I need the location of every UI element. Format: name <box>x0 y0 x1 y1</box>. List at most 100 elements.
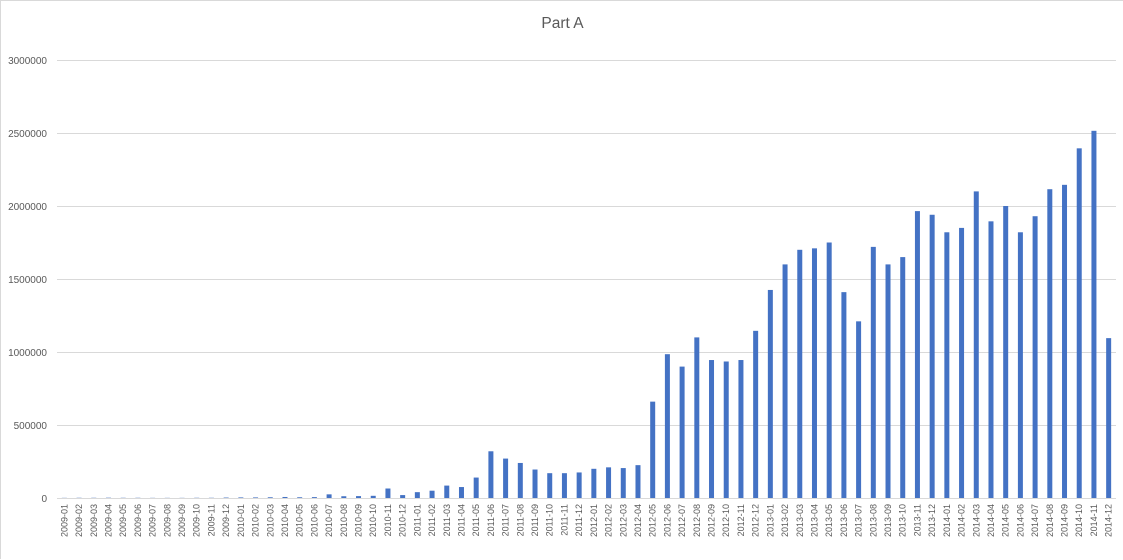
x-tick-label: 2010-02 <box>251 504 261 537</box>
x-tick-label: 2010-04 <box>280 504 290 537</box>
x-tick-label: 2013-04 <box>809 504 819 537</box>
x-tick-label: 2009-04 <box>103 504 113 537</box>
bar <box>841 292 846 498</box>
x-tick-label: 2013-06 <box>839 504 849 537</box>
bar <box>768 290 773 498</box>
x-tick-label: 2014-04 <box>986 504 996 537</box>
x-tick-label: 2012-12 <box>751 504 761 537</box>
x-tick-label: 2010-06 <box>309 504 319 537</box>
x-tick-label: 2012-09 <box>707 504 717 537</box>
bar <box>327 494 332 498</box>
y-tick-label: 2000000 <box>8 202 47 213</box>
x-tick-label: 2011-04 <box>456 504 466 536</box>
x-tick-label: 2012-07 <box>677 504 687 537</box>
x-tick-label: 2014-07 <box>1030 504 1040 537</box>
x-tick-label: 2012-08 <box>692 504 702 537</box>
bar <box>591 469 596 498</box>
x-tick-label: 2014-10 <box>1074 504 1084 537</box>
x-tick-label: 2011-01 <box>412 504 422 536</box>
x-tick-label: 2014-08 <box>1045 504 1055 537</box>
x-tick-label: 2014-02 <box>957 504 967 537</box>
bar <box>650 402 655 498</box>
x-tick-label: 2009-12 <box>221 504 231 537</box>
bar <box>871 247 876 498</box>
x-tick-label: 2009-07 <box>148 504 158 537</box>
bar <box>635 465 640 498</box>
bar <box>783 264 788 498</box>
x-tick-label: 2011-07 <box>501 504 511 536</box>
x-tick-label: 2011-06 <box>486 504 496 536</box>
bar <box>400 495 405 498</box>
x-tick-label: 2009-05 <box>118 504 128 537</box>
x-tick-label: 2012-02 <box>604 504 614 537</box>
x-tick-label: 2009-06 <box>133 504 143 537</box>
x-tick-label: 2012-06 <box>662 504 672 537</box>
x-tick-label: 2012-04 <box>633 504 643 537</box>
x-tick-label: 2010-11 <box>383 504 393 536</box>
bar <box>797 250 802 498</box>
bar <box>282 497 287 498</box>
x-tick-label: 2014-12 <box>1104 504 1114 537</box>
bar <box>856 321 861 498</box>
bar <box>297 497 302 498</box>
bar <box>312 497 317 498</box>
bar <box>812 248 817 498</box>
x-tick-label: 2010-12 <box>398 504 408 537</box>
bar <box>488 451 493 498</box>
x-tick-label: 2014-01 <box>942 504 952 537</box>
x-tick-label: 2014-09 <box>1060 504 1070 537</box>
bar <box>724 361 729 498</box>
bar <box>1106 338 1111 498</box>
x-tick-label: 2013-08 <box>868 504 878 537</box>
bar <box>474 478 479 498</box>
bar <box>1003 206 1008 498</box>
y-tick-label: 1500000 <box>8 275 47 286</box>
bar <box>1062 185 1067 498</box>
x-tick-label: 2009-03 <box>89 504 99 537</box>
bar <box>503 459 508 498</box>
bar <box>444 486 449 498</box>
bar <box>518 463 523 498</box>
x-tick-label: 2013-05 <box>824 504 834 537</box>
x-tick-label: 2011-11 <box>559 504 569 536</box>
bar <box>356 496 361 498</box>
bar <box>1091 131 1096 498</box>
x-tick-label: 2014-03 <box>971 504 981 537</box>
x-tick-label: 2013-01 <box>765 504 775 537</box>
bar <box>738 360 743 498</box>
bar <box>1077 148 1082 498</box>
x-tick-label: 2012-10 <box>721 504 731 537</box>
x-tick-label: 2010-09 <box>354 504 364 537</box>
x-tick-label: 2010-03 <box>265 504 275 537</box>
bar <box>459 487 464 498</box>
bar <box>974 191 979 498</box>
bar <box>709 360 714 498</box>
x-tick-label: 2013-10 <box>898 504 908 537</box>
y-tick-label: 0 <box>41 494 47 505</box>
x-tick-label: 2013-07 <box>854 504 864 537</box>
x-tick-label: 2009-08 <box>162 504 172 537</box>
x-tick-label: 2014-05 <box>1001 504 1011 537</box>
x-tick-label: 2012-03 <box>618 504 628 537</box>
bar <box>562 473 567 498</box>
bar <box>606 467 611 498</box>
x-tick-label: 2009-10 <box>192 504 202 537</box>
y-tick-label: 2500000 <box>8 129 47 140</box>
y-tick-label: 1000000 <box>8 348 47 359</box>
bar <box>621 468 626 498</box>
bar <box>680 367 685 498</box>
bar <box>694 337 699 498</box>
x-tick-label: 2011-05 <box>471 504 481 536</box>
bar <box>268 497 273 498</box>
x-tick-label: 2009-11 <box>206 504 216 536</box>
x-tick-label: 2010-08 <box>339 504 349 537</box>
x-tick-label: 2010-01 <box>236 504 246 537</box>
x-tick-label: 2010-10 <box>368 504 378 537</box>
bar <box>959 228 964 498</box>
x-tick-label: 2011-10 <box>545 504 555 536</box>
bar <box>1047 189 1052 498</box>
x-tick-label: 2010-07 <box>324 504 334 537</box>
x-tick-label: 2012-11 <box>736 504 746 536</box>
